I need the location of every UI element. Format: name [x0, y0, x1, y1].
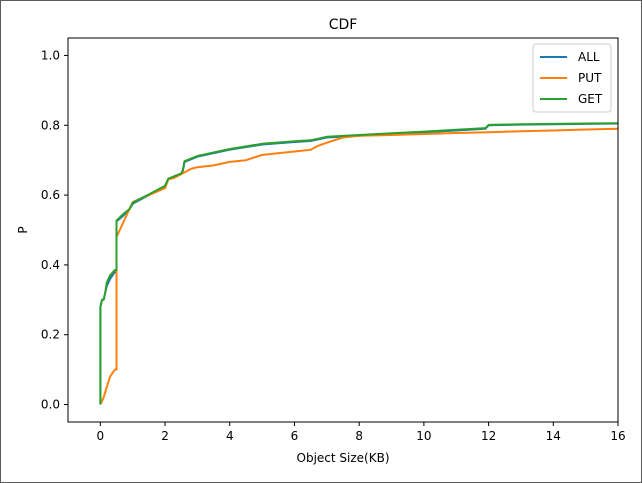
- x-tick-label: 14: [546, 429, 561, 443]
- x-tick-label: 10: [416, 429, 431, 443]
- chart-title: CDF: [329, 17, 358, 33]
- x-tick-label: 0: [97, 429, 105, 443]
- x-axis: 0 2 4 6 8 10 12 14 16: [97, 422, 626, 443]
- y-axis: 0.0 0.2 0.4 0.6 0.8 1.0: [41, 48, 68, 412]
- y-tick-label: 0.4: [41, 258, 60, 272]
- y-tick-label: 0.6: [41, 188, 60, 202]
- legend-box: [532, 43, 612, 113]
- series-line-put: [99, 127, 619, 405]
- x-tick-label: 12: [481, 429, 496, 443]
- y-tick-label: 0.2: [41, 328, 60, 342]
- x-tick-label: 6: [291, 429, 299, 443]
- x-tick-label: 2: [161, 429, 169, 443]
- y-tick-label: 1.0: [41, 48, 60, 62]
- series-line-get: [99, 122, 619, 405]
- legend-label-get: GET: [578, 92, 603, 106]
- y-tick-label: 0.8: [41, 118, 60, 132]
- plot-lines: [99, 122, 619, 405]
- x-tick-label: 8: [355, 429, 363, 443]
- plot-area-frame: [67, 37, 619, 423]
- legend-label-put: PUT: [578, 71, 602, 85]
- x-axis-label: Object Size(KB): [297, 451, 390, 465]
- series-line-all: [99, 122, 619, 405]
- y-tick-label: 0.0: [41, 398, 60, 412]
- y-axis-label: P: [16, 226, 30, 233]
- x-tick-label: 4: [226, 429, 234, 443]
- legend-label-all: ALL: [578, 50, 600, 64]
- legend: ALL PUT GET: [532, 43, 612, 113]
- x-tick-label: 16: [610, 429, 625, 443]
